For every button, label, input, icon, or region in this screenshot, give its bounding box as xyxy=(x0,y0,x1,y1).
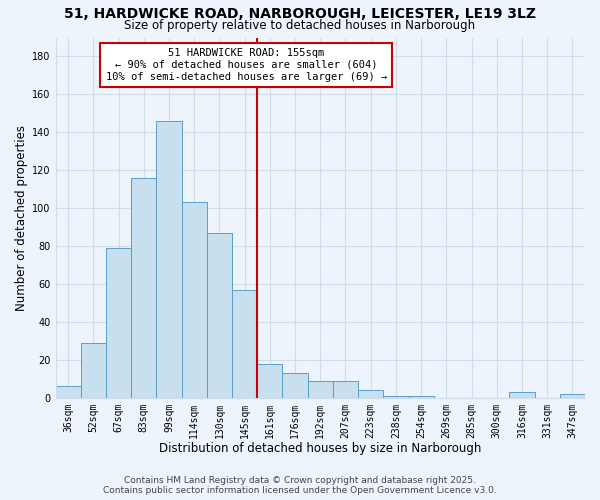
Bar xyxy=(283,373,308,398)
Bar xyxy=(560,394,585,398)
Bar xyxy=(358,390,383,398)
Bar xyxy=(257,364,283,398)
Text: 51 HARDWICKE ROAD: 155sqm
← 90% of detached houses are smaller (604)
10% of semi: 51 HARDWICKE ROAD: 155sqm ← 90% of detac… xyxy=(106,48,387,82)
Bar xyxy=(232,290,257,398)
Bar xyxy=(207,233,232,398)
Bar xyxy=(106,248,131,398)
Bar xyxy=(131,178,157,398)
Bar xyxy=(81,342,106,398)
Bar xyxy=(333,380,358,398)
Bar xyxy=(409,396,434,398)
Bar xyxy=(509,392,535,398)
Y-axis label: Number of detached properties: Number of detached properties xyxy=(15,124,28,310)
Text: 51, HARDWICKE ROAD, NARBOROUGH, LEICESTER, LE19 3LZ: 51, HARDWICKE ROAD, NARBOROUGH, LEICESTE… xyxy=(64,8,536,22)
Bar xyxy=(308,380,333,398)
Text: Contains HM Land Registry data © Crown copyright and database right 2025.
Contai: Contains HM Land Registry data © Crown c… xyxy=(103,476,497,495)
Bar xyxy=(157,121,182,398)
Text: Size of property relative to detached houses in Narborough: Size of property relative to detached ho… xyxy=(124,18,476,32)
Bar xyxy=(182,202,207,398)
Bar xyxy=(56,386,81,398)
X-axis label: Distribution of detached houses by size in Narborough: Distribution of detached houses by size … xyxy=(159,442,481,455)
Bar xyxy=(383,396,409,398)
